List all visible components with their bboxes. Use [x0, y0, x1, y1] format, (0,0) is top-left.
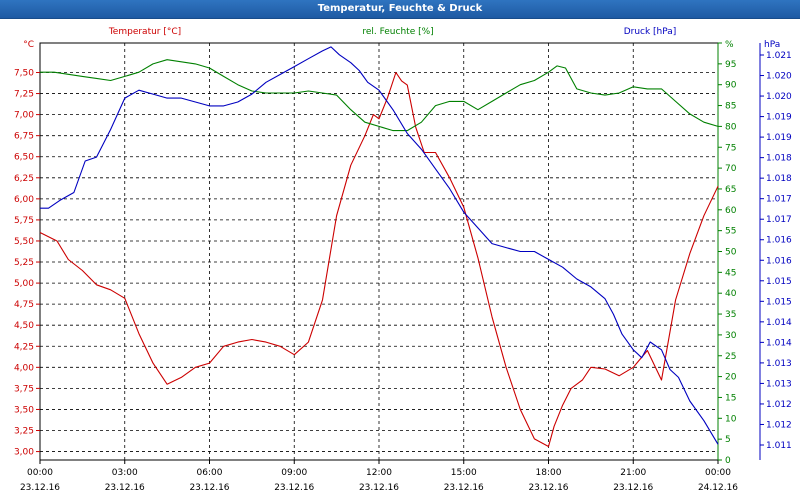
humidity-tick-label: 20	[725, 373, 737, 383]
x-tick-label-time: 18:00	[536, 468, 562, 478]
x-tick-label-time: 00:00	[27, 468, 53, 478]
humidity-tick-label: 45	[725, 268, 736, 278]
x-tick-label-date: 23.12.16	[444, 483, 484, 493]
pressure-tick-label: 1.015	[766, 297, 792, 307]
pressure-tick-label: 1.013	[766, 359, 792, 369]
series-line-humidity	[40, 59, 719, 132]
humidity-tick-label: 75	[725, 143, 736, 153]
pressure-tick-label: 1.013	[766, 379, 792, 389]
temperature-tick-label: 4,50	[14, 321, 34, 331]
chart-svg: 00:00 23.12.16 03:00 23.12.16 06:00 23.12.16 0…	[14, 27, 792, 493]
temperature-tick-label: 6,75	[14, 132, 34, 142]
humidity-tick-label: 55	[725, 227, 736, 237]
humidity-tick-label: 95	[725, 60, 736, 70]
humidity-tick-label: 80	[725, 122, 737, 132]
x-tick-label-date: 23.12.16	[528, 483, 568, 493]
pressure-tick-label: 1.021	[766, 51, 792, 61]
temperature-tick-label: 4,25	[14, 342, 34, 352]
pressure-tick-label: 1.019	[766, 113, 792, 123]
pressure-tick-label: 1.020	[766, 92, 792, 102]
temperature-tick-label: 7,50	[14, 68, 34, 78]
pressure-tick-label: 1.011	[766, 441, 792, 451]
x-tick-label-time: 00:00	[705, 468, 731, 478]
temperature-tick-label: 7,00	[14, 111, 34, 121]
pressure-tick-label: 1.014	[766, 338, 792, 348]
pressure-tick-label: 1.020	[766, 72, 792, 82]
temperature-tick-label: 3,75	[14, 384, 34, 394]
temperature-tick-label: 5,00	[14, 279, 34, 289]
humidity-tick-label: 50	[725, 248, 737, 258]
x-tick-label-time: 06:00	[197, 468, 223, 478]
pressure-tick-label: 1.017	[766, 215, 792, 225]
pressure-tick-label: 1.014	[766, 318, 792, 328]
humidity-tick-label: 70	[725, 164, 737, 174]
series-line-temperature	[39, 71, 719, 448]
humidity-tick-label: 5	[725, 435, 731, 445]
pressure-tick-label: 1.012	[766, 400, 792, 410]
temperature-tick-label: 6,00	[14, 195, 34, 205]
x-tick-label-date: 23.12.16	[274, 483, 314, 493]
x-tick-label-date: 23.12.16	[613, 483, 653, 493]
plot-area	[39, 42, 719, 461]
temperature-tick-label: 4,00	[14, 363, 34, 373]
x-tick-label-time: 03:00	[112, 468, 138, 478]
series-line-pressure	[40, 46, 719, 445]
temperature-tick-label: 6,50	[14, 153, 34, 163]
x-tick-label-date: 23.12.16	[105, 483, 145, 493]
pressure-tick-label: 1.016	[766, 256, 792, 266]
humidity-tick-label: 60	[725, 206, 737, 216]
pressure-tick-label: 1.016	[766, 236, 792, 246]
humidity-tick-label: 65	[725, 185, 736, 195]
temperature-tick-label: 6,25	[14, 174, 34, 184]
pressure-tick-label: 1.015	[766, 277, 792, 287]
temperature-tick-label: 3,25	[14, 427, 34, 437]
temperature-tick-label: 3,50	[14, 405, 34, 415]
pressure-tick-label: 1.012	[766, 420, 792, 430]
humidity-tick-label: 90	[725, 81, 737, 91]
humidity-tick-label: 35	[725, 310, 736, 320]
temperature-tick-label: 5,50	[14, 237, 34, 247]
humidity-tick-label: 10	[725, 414, 737, 424]
x-tick-label-time: 15:00	[451, 468, 477, 478]
x-tick-label-date: 23.12.16	[20, 483, 60, 493]
temperature-tick-label: 4,75	[14, 300, 34, 310]
humidity-tick-label: 25	[725, 352, 736, 362]
humidity-tick-label: 40	[725, 289, 737, 299]
humidity-axis-unit: %	[725, 40, 734, 50]
humidity-tick-label: 0	[725, 456, 731, 466]
x-tick-label-time: 09:00	[281, 468, 307, 478]
pressure-tick-label: 1.017	[766, 195, 792, 205]
temperature-tick-label: 7,25	[14, 90, 34, 100]
temperature-axis-unit: °C	[23, 40, 34, 50]
x-tick-label-date: 24.12.16	[698, 483, 738, 493]
temperature-tick-label: 5,25	[14, 258, 34, 268]
pressure-tick-label: 1.018	[766, 174, 792, 184]
chart-container: 00:00 23.12.16 03:00 23.12.16 06:00 23.12.16 0…	[0, 19, 800, 500]
temperature-tick-label: 5,75	[14, 216, 34, 226]
x-tick-label-date: 23.12.16	[189, 483, 229, 493]
chart-title: Temperatur, Feuchte & Druck	[0, 0, 800, 19]
series-legend-label: rel. Feuchte [%]	[362, 27, 433, 37]
humidity-tick-label: 85	[725, 102, 736, 112]
series-legend-label: Temperatur [°C]	[108, 27, 181, 37]
humidity-tick-label: 30	[725, 331, 737, 341]
pressure-tick-label: 1.018	[766, 154, 792, 164]
x-tick-label-date: 23.12.16	[359, 483, 399, 493]
temperature-tick-label: 3,00	[14, 448, 34, 458]
x-tick-label-time: 21:00	[620, 468, 646, 478]
pressure-axis-unit: hPa	[764, 40, 780, 50]
series-legend-label: Druck [hPa]	[624, 27, 677, 37]
pressure-tick-label: 1.019	[766, 133, 792, 143]
x-tick-label-time: 12:00	[366, 468, 392, 478]
humidity-tick-label: 15	[725, 393, 736, 403]
